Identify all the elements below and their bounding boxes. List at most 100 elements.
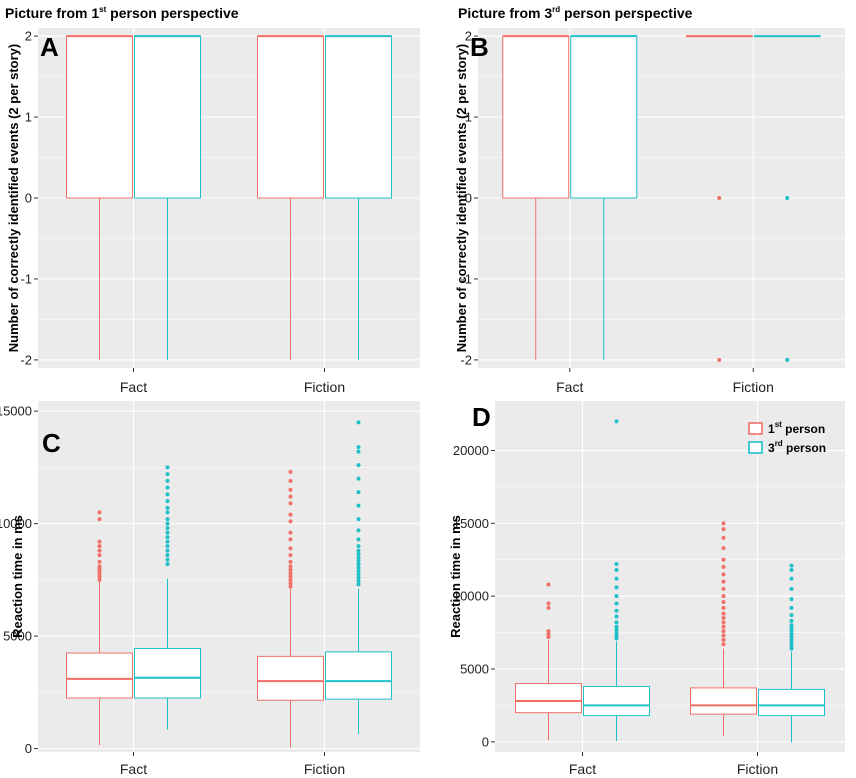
y-tick-label: -2 xyxy=(460,352,472,367)
y-tick-label: 2 xyxy=(25,29,32,44)
panel-title-A-pre: Picture from 1 xyxy=(5,5,99,21)
panel-title-B-post: person perspective xyxy=(560,5,692,21)
legend-key-first-person xyxy=(748,422,763,435)
outlier-point xyxy=(789,643,794,648)
outlier-point xyxy=(356,568,361,573)
box-third-person xyxy=(134,35,201,199)
outlier-point xyxy=(614,633,619,638)
outlier-point xyxy=(721,611,726,616)
outlier-point xyxy=(288,577,293,582)
outlier-point xyxy=(614,567,619,572)
box-first-person xyxy=(257,35,324,199)
outlier-point xyxy=(789,567,794,572)
box-first-person xyxy=(502,35,570,199)
outlier-point xyxy=(356,548,361,553)
y-tick-label: 10000 xyxy=(453,589,489,604)
outlier-point xyxy=(356,582,361,587)
outlier-point xyxy=(288,571,293,576)
outlier-point xyxy=(165,465,170,470)
box-first-person xyxy=(515,683,582,714)
outlier-point xyxy=(614,624,619,629)
outlier-point xyxy=(356,449,361,454)
outlier-point xyxy=(165,505,170,510)
legend-label-third-person-post: person xyxy=(783,441,826,455)
box-third-person xyxy=(583,685,650,717)
outlier-point xyxy=(356,562,361,567)
outlier-point xyxy=(97,539,102,544)
panel-letter-D: D xyxy=(472,402,491,432)
outlier-point xyxy=(614,636,619,641)
y-tick-label: 0 xyxy=(482,734,489,749)
outlier-point xyxy=(165,517,170,522)
panel-letter-B: B xyxy=(470,32,489,62)
outlier-point xyxy=(721,620,726,625)
outlier-point xyxy=(789,586,794,591)
outlier-point xyxy=(288,469,293,474)
outlier-point xyxy=(614,614,619,619)
outlier-point xyxy=(288,553,293,558)
outlier-point xyxy=(546,601,551,606)
y-tick-label: 0 xyxy=(465,191,472,206)
outlier-point xyxy=(97,559,102,564)
outlier-point xyxy=(165,472,170,477)
outlier-point xyxy=(614,620,619,625)
outlier-point xyxy=(356,552,361,556)
outlier-point xyxy=(789,632,794,637)
outlier-point xyxy=(546,632,551,637)
outlier-point xyxy=(721,535,726,540)
outlier-point xyxy=(785,357,790,362)
outlier-point xyxy=(165,492,170,497)
outlier-point xyxy=(721,629,726,634)
outlier-point xyxy=(614,608,619,613)
outlier-point xyxy=(288,501,293,506)
outlier-point xyxy=(789,634,794,639)
box-third-person xyxy=(570,35,638,199)
outlier-point xyxy=(165,562,170,567)
y-tick-label: -1 xyxy=(460,271,472,286)
outlier-point xyxy=(546,605,551,610)
legend-label-first-person-post: person xyxy=(782,422,825,436)
outlier-point xyxy=(288,581,293,586)
panel-C: 0 5000 10000 15000 Fact Fiction Reaction time … xyxy=(0,401,420,777)
outlier-point xyxy=(721,605,726,610)
legend-label-third-person: 3rd person xyxy=(768,439,826,455)
y-tick-label: 5000 xyxy=(460,661,489,676)
legend-label-third-person-sup: rd xyxy=(775,439,783,448)
outlier-point xyxy=(356,565,361,570)
panel-A: -2 -1 0 1 2 Fact Fiction Number of correctly id… xyxy=(5,5,420,395)
outlier-point xyxy=(97,577,102,582)
box-third-person xyxy=(325,651,392,700)
legend-key-third-person xyxy=(748,441,763,454)
legend-label-third-person-pre: 3 xyxy=(768,441,775,455)
box-third-person xyxy=(758,688,825,717)
outlier-point xyxy=(789,618,794,623)
outlier-point xyxy=(356,575,361,580)
outlier-point xyxy=(288,519,293,524)
outlier-point xyxy=(356,558,361,563)
outlier-point xyxy=(789,623,794,628)
y-axis-label: Number of correctly identified events (2… xyxy=(6,44,21,352)
outlier-point xyxy=(614,630,619,635)
outlier-point xyxy=(165,548,170,553)
outlier-point xyxy=(165,539,170,544)
outlier-point xyxy=(546,629,551,634)
outlier-point xyxy=(721,633,726,638)
outlier-point xyxy=(614,601,619,606)
y-tick-label: 10000 xyxy=(0,516,32,531)
panel-title-B: Picture from 3rd person perspective xyxy=(458,5,693,21)
outlier-point xyxy=(721,521,726,526)
outlier-point xyxy=(721,624,726,629)
outlier-point xyxy=(721,557,726,562)
legend-label-first-person-pre: 1 xyxy=(768,422,775,436)
box-first-person xyxy=(66,35,133,199)
box-first-person xyxy=(257,655,324,701)
outlier-point xyxy=(356,517,361,522)
outlier-point xyxy=(721,579,726,584)
outlier-point xyxy=(356,528,361,533)
outlier-point xyxy=(288,530,293,535)
y-axis-label: Reaction time in ms xyxy=(10,515,25,638)
box-third-person xyxy=(134,648,201,699)
outlier-point xyxy=(165,485,170,490)
outlier-point xyxy=(288,584,293,589)
